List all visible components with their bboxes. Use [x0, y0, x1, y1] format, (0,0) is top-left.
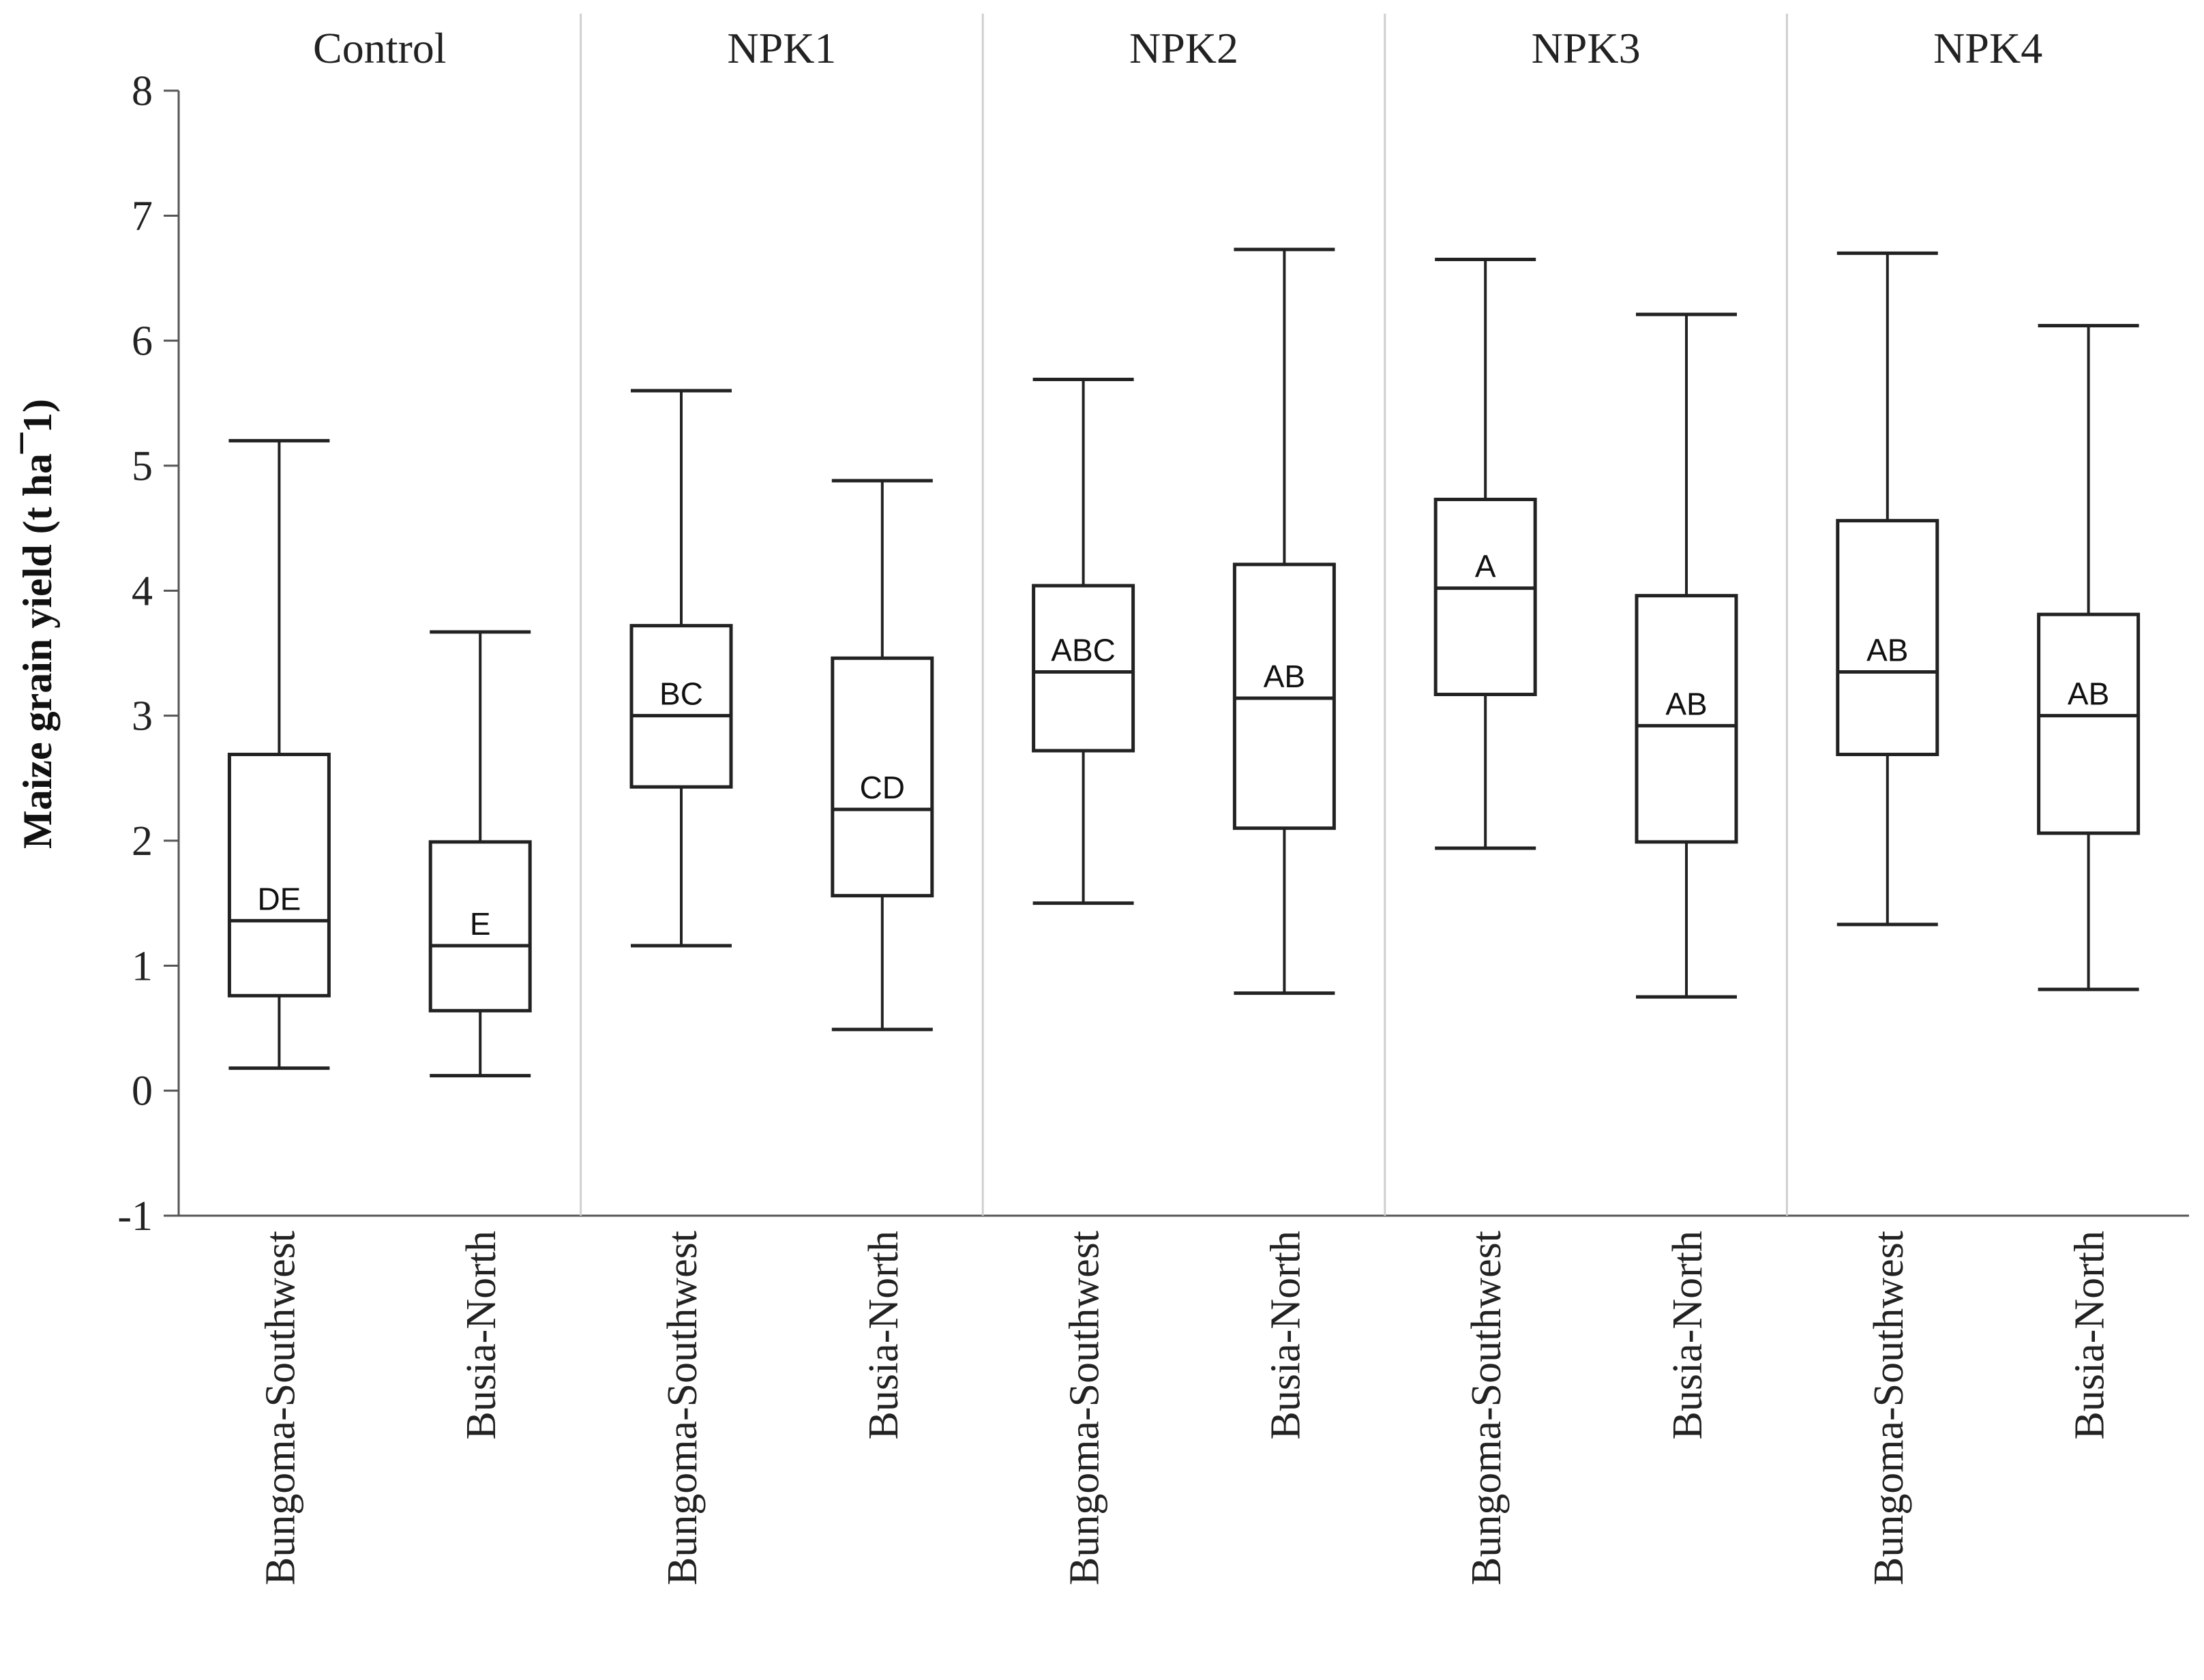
significance-letter: AB — [1264, 659, 1305, 694]
category-labels: Bungoma-Southwest Busia-North Bungoma-Sout… — [257, 1231, 2113, 1585]
box-plot: CD — [831, 479, 934, 1032]
iqr-box — [428, 840, 532, 1012]
panel-header: NPK1 — [727, 24, 836, 72]
y-tick-label: -1 — [117, 1193, 153, 1240]
box-plot: AB — [1836, 251, 1939, 927]
significance-letter: E — [470, 906, 491, 942]
iqr-box — [1836, 519, 1939, 757]
iqr-box — [1232, 562, 1336, 830]
category-label: Bungoma-Southwest — [1866, 1231, 1912, 1585]
y-tick-label: 5 — [132, 443, 153, 490]
y-tick-label: 4 — [132, 568, 153, 614]
iqr-box — [831, 656, 934, 898]
category-label: Busia-North — [1665, 1231, 1711, 1440]
panel-dividers — [580, 14, 1788, 1216]
panel-header: NPK3 — [1532, 24, 1641, 72]
iqr-box — [1032, 584, 1135, 753]
panel-header: NPK2 — [1129, 24, 1238, 72]
significance-letter: AB — [2068, 676, 2109, 712]
panel-header: NPK4 — [1933, 24, 2042, 72]
significance-letter: CD — [860, 770, 905, 805]
y-axis-label: Maize grain yield (t ha¯1) — [15, 399, 60, 849]
significance-letter: DE — [257, 881, 301, 916]
panel-headers: Control NPK1 NPK2 NPK3 NPK4 — [313, 24, 2042, 72]
category-label: Busia-North — [2067, 1231, 2113, 1440]
y-axis: -1 0 1 2 3 4 5 6 7 8 — [117, 68, 2189, 1240]
iqr-box — [1433, 498, 1537, 696]
box-plot: ABC — [1032, 378, 1135, 905]
significance-letter: A — [1475, 549, 1496, 584]
y-tick-label: 7 — [132, 193, 153, 239]
category-label: Bungoma-Southwest — [257, 1231, 303, 1585]
box-plot: AB — [1232, 247, 1336, 995]
significance-letter: AB — [1866, 633, 1908, 668]
panel-header: Control — [313, 24, 447, 72]
box-plot: AB — [1635, 312, 1738, 999]
y-tick-label: 6 — [132, 318, 153, 365]
category-label: Busia-North — [1262, 1231, 1309, 1440]
box-series: DE E BC CD ABC AB A AB AB AB — [227, 247, 2141, 1078]
iqr-box — [2037, 612, 2141, 835]
category-label: Bungoma-Southwest — [1463, 1231, 1510, 1585]
y-tick-label: 2 — [132, 818, 153, 865]
significance-letter: ABC — [1051, 633, 1116, 668]
category-label: Bungoma-Southwest — [659, 1231, 706, 1585]
iqr-box — [629, 624, 733, 789]
y-tick-label: 8 — [132, 68, 153, 115]
category-label: Busia-North — [861, 1231, 907, 1440]
box-plot: A — [1433, 258, 1537, 850]
iqr-box — [227, 753, 331, 997]
box-plot: AB — [2037, 324, 2141, 991]
category-label: Busia-North — [458, 1231, 505, 1440]
significance-letter: BC — [659, 676, 703, 712]
y-tick-label: 3 — [132, 693, 153, 740]
significance-letter: AB — [1665, 686, 1707, 721]
box-plot: BC — [629, 389, 733, 948]
category-label: Bungoma-Southwest — [1062, 1231, 1108, 1585]
y-tick-label: 0 — [132, 1068, 153, 1115]
box-plot: E — [428, 630, 532, 1078]
iqr-box — [1635, 594, 1738, 844]
box-plot: DE — [227, 438, 331, 1070]
y-tick-label: 1 — [132, 943, 153, 989]
